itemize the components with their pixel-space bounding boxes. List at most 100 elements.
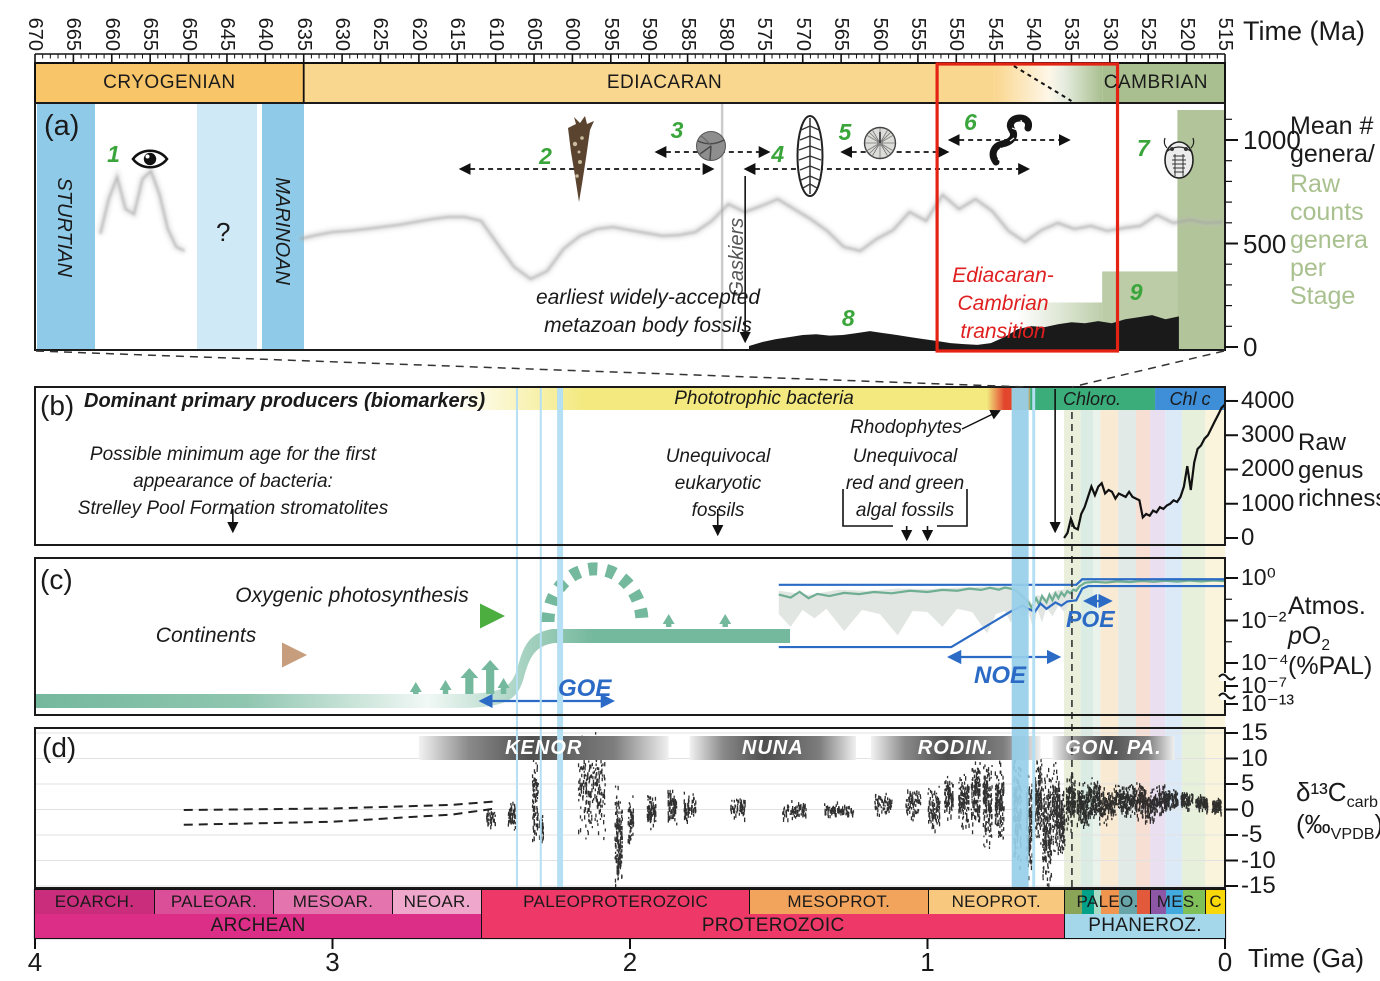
d13c-dot — [1028, 832, 1031, 836]
d13c-dot — [1195, 804, 1197, 807]
d13c-dot — [1107, 806, 1109, 810]
d13c-dot — [533, 779, 535, 782]
d13c-dot — [916, 799, 918, 804]
d13c-dot — [950, 816, 952, 820]
d13c-dot — [938, 823, 941, 827]
d13c-dot — [587, 808, 589, 812]
d13c-dot — [630, 814, 633, 818]
d13c-dot — [1174, 794, 1176, 799]
d13c-dot — [578, 798, 580, 802]
era-label: MESOPROT. — [787, 892, 891, 912]
d13c-dot — [683, 799, 685, 802]
d13c-dot — [1053, 795, 1055, 799]
d13c-dot — [1163, 799, 1165, 805]
d13c-dot — [1062, 823, 1064, 826]
d13c-dot — [616, 854, 618, 857]
d13c-dot — [1105, 818, 1107, 822]
d13c-dot — [1157, 800, 1159, 804]
d13c-dot — [999, 789, 1001, 794]
d13c-dot — [974, 787, 976, 792]
d13c-dot — [1037, 792, 1039, 796]
d13c-dot — [1044, 785, 1047, 790]
d13c-dot — [537, 813, 539, 816]
d13c-dot — [1109, 799, 1111, 802]
d13c-dot — [1089, 787, 1091, 791]
d13c-dot — [508, 813, 510, 818]
d13c-dot — [984, 801, 986, 805]
d13c-dot — [1147, 808, 1149, 813]
d13c-dot — [983, 783, 985, 788]
time-ma-tick-label-585: 585 — [677, 17, 700, 51]
d13c-dot — [1043, 793, 1045, 796]
d13c-dot — [650, 802, 652, 807]
d13c-dot — [842, 812, 845, 815]
d13c-dot — [1144, 808, 1146, 812]
d13c-dot — [1030, 818, 1033, 821]
d13c-dot — [951, 782, 953, 785]
d13c-dot — [535, 832, 537, 836]
d13c-dot — [932, 804, 934, 808]
d13c-dot — [836, 808, 839, 811]
d13c-dot — [619, 862, 621, 866]
d13c-dot — [617, 823, 620, 827]
o2-flux-arrow-1 — [439, 680, 452, 694]
d13c-dot — [1099, 810, 1101, 815]
d13c-dot — [533, 805, 535, 810]
d13c-dot — [742, 804, 744, 808]
d13c-dot — [989, 803, 991, 808]
d13c-dot — [877, 804, 880, 808]
d13c-dot — [1048, 836, 1050, 841]
d13c-dot — [1001, 817, 1003, 820]
era-stripe-2 — [1094, 890, 1102, 914]
d13c-dot — [827, 815, 829, 819]
d13c-dot — [949, 809, 951, 813]
d13c-dot — [688, 795, 690, 799]
d13c-dot — [1062, 830, 1065, 835]
d13c-dot — [581, 782, 583, 787]
eukaryotic-line2: eukaryotic — [674, 473, 762, 494]
d13c-dot — [887, 797, 889, 801]
d13c-dot — [1044, 836, 1046, 839]
d13c-dot — [876, 807, 878, 809]
d13c-dot — [1102, 797, 1104, 802]
d13c-dot — [1043, 847, 1045, 851]
d13c-dot — [542, 835, 544, 840]
sturtian-label: STURTIAN — [53, 177, 76, 278]
d13c-dot — [1029, 828, 1031, 833]
d13c-dot — [985, 804, 988, 809]
d13c-dot — [1030, 826, 1032, 828]
d13c-dot — [918, 801, 920, 804]
d13c-dot — [533, 769, 536, 773]
d13c-dot — [594, 776, 596, 780]
period-stripe-9 — [1205, 387, 1225, 888]
d13c-dot — [973, 797, 976, 801]
d13c-dot — [1029, 823, 1031, 828]
d13c-dot — [1003, 789, 1005, 794]
d13c-dot — [1043, 822, 1045, 826]
d13c-dot — [535, 783, 537, 787]
d13c-dot — [1000, 834, 1002, 838]
d13c-dot — [1071, 790, 1074, 793]
d13c-dot — [583, 759, 585, 765]
d13c-dot — [996, 775, 998, 780]
era-stripe-0 — [1065, 890, 1082, 914]
d13c-dot — [598, 770, 600, 775]
d13c-dot — [1167, 790, 1169, 793]
c-axis-break-squiggle-0 — [1218, 673, 1236, 681]
d13c-dot — [1167, 795, 1169, 797]
d13c-dot — [1158, 802, 1160, 806]
time-ma-tick-label-665: 665 — [62, 17, 85, 51]
d13c-dot — [966, 793, 968, 796]
d13c-dot — [1060, 820, 1062, 823]
d13c-dot — [1056, 809, 1058, 813]
d13c-dot — [1116, 793, 1118, 798]
d13c-dot — [878, 795, 880, 800]
d13c-dot — [632, 795, 634, 798]
d13c-dot — [1053, 772, 1055, 775]
d13c-dot — [1002, 775, 1004, 780]
d13c-dot — [911, 802, 914, 806]
raw-trace-core-1 — [299, 193, 1223, 281]
d13c-dot — [684, 805, 687, 810]
d13c-dot — [971, 791, 973, 796]
d13c-dot — [915, 800, 918, 803]
